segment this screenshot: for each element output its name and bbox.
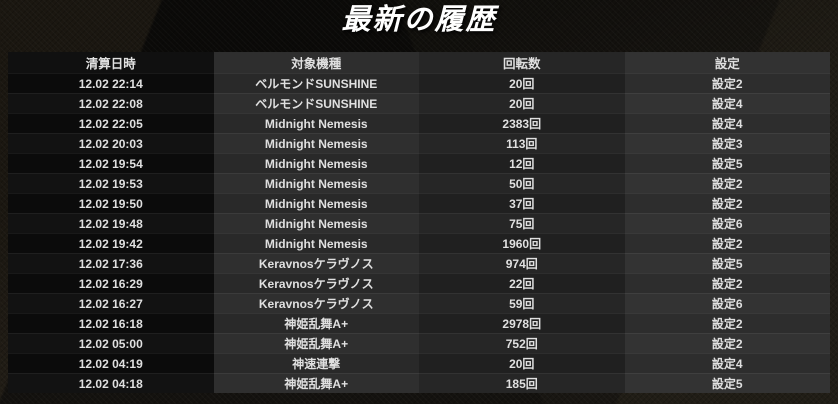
table-cell: 神姫乱舞A+ (213, 313, 419, 333)
table-cell: 2383回 (419, 113, 625, 133)
table-cell: 12.02 16:29 (8, 273, 214, 293)
table-cell: Midnight Nemesis (213, 173, 419, 193)
table-cell: 50回 (419, 173, 625, 193)
table-cell: 12.02 16:27 (8, 293, 214, 313)
table-cell: Keravnosケラヴノス (213, 293, 419, 313)
table-cell: 12.02 19:50 (8, 193, 214, 213)
table-cell: 設定4 (624, 113, 830, 133)
table-cell: 12回 (419, 153, 625, 173)
table-cell: 22回 (419, 273, 625, 293)
table-cell: 神姫乱舞A+ (213, 333, 419, 353)
table-header-row: 清算日時 対象機種 回転数 設定 (8, 52, 830, 73)
table-cell: 37回 (419, 193, 625, 213)
column-header-spin-count: 回転数 (419, 52, 625, 73)
table-cell: 12.02 05:00 (8, 333, 214, 353)
table-cell: 設定2 (624, 313, 830, 333)
table-cell: 12.02 04:19 (8, 353, 214, 373)
table-cell: Keravnosケラヴノス (213, 273, 419, 293)
table-cell: 974回 (419, 253, 625, 273)
column-header-machine-model: 対象機種 (213, 52, 419, 73)
table-cell: 設定4 (624, 353, 830, 373)
table-row: 12.02 16:29 Keravnosケラヴノス 22回 設定2 (8, 273, 830, 293)
table-cell: 12.02 19:54 (8, 153, 214, 173)
table-cell: 12.02 19:48 (8, 213, 214, 233)
table-cell: 113回 (419, 133, 625, 153)
table-cell: 20回 (419, 93, 625, 113)
table-cell: 設定2 (624, 173, 830, 193)
table-cell: Midnight Nemesis (213, 213, 419, 233)
table-cell: 設定5 (624, 373, 830, 393)
table-cell: 設定5 (624, 153, 830, 173)
table-cell: 2978回 (419, 313, 625, 333)
table-cell: 12.02 19:42 (8, 233, 214, 253)
table-cell: 75回 (419, 213, 625, 233)
table-row: 12.02 16:18 神姫乱舞A+ 2978回 設定2 (8, 313, 830, 333)
table-cell: 設定4 (624, 93, 830, 113)
table-row: 12.02 05:00 神姫乱舞A+ 752回 設定2 (8, 333, 830, 353)
table-cell: ベルモンドSUNSHINE (213, 73, 419, 93)
table-cell: Midnight Nemesis (213, 153, 419, 173)
table-cell: 20回 (419, 73, 625, 93)
table-row: 12.02 17:36 Keravnosケラヴノス 974回 設定5 (8, 253, 830, 273)
table-row: 12.02 19:53 Midnight Nemesis 50回 設定2 (8, 173, 830, 193)
page-title: 最新の履歴 (341, 4, 497, 36)
table-row: 12.02 22:14 ベルモンドSUNSHINE 20回 設定2 (8, 73, 830, 93)
table-row: 12.02 20:03 Midnight Nemesis 113回 設定3 (8, 133, 830, 153)
table-row: 12.02 19:50 Midnight Nemesis 37回 設定2 (8, 193, 830, 213)
table-row: 12.02 04:19 神速連撃 20回 設定4 (8, 353, 830, 373)
table-cell: 神速連撃 (213, 353, 419, 373)
table-row: 12.02 16:27 Keravnosケラヴノス 59回 設定6 (8, 293, 830, 313)
table-cell: 設定2 (624, 193, 830, 213)
table-row: 12.02 22:08 ベルモンドSUNSHINE 20回 設定4 (8, 93, 830, 113)
table-cell: 設定3 (624, 133, 830, 153)
table-row: 12.02 19:54 Midnight Nemesis 12回 設定5 (8, 153, 830, 173)
column-header-settlement-datetime: 清算日時 (8, 52, 214, 73)
table-cell: 59回 (419, 293, 625, 313)
table-cell: Keravnosケラヴノス (213, 253, 419, 273)
table-cell: 設定6 (624, 293, 830, 313)
table-body: 12.02 22:14 ベルモンドSUNSHINE 20回 設定2 12.02 22:0… (8, 73, 830, 393)
table-cell: 設定6 (624, 213, 830, 233)
table-cell: 設定2 (624, 333, 830, 353)
table-cell: 185回 (419, 373, 625, 393)
table-cell: Midnight Nemesis (213, 233, 419, 253)
table-cell: 12.02 20:03 (8, 133, 214, 153)
table-cell: Midnight Nemesis (213, 193, 419, 213)
column-header-setting: 設定 (624, 52, 830, 73)
table-row: 12.02 04:18 神姫乱舞A+ 185回 設定5 (8, 373, 830, 393)
table-cell: ベルモンドSUNSHINE (213, 93, 419, 113)
table-cell: 20回 (419, 353, 625, 373)
table-row: 12.02 19:48 Midnight Nemesis 75回 設定6 (8, 213, 830, 233)
table-cell: 12.02 04:18 (8, 373, 214, 393)
table-cell: Midnight Nemesis (213, 133, 419, 153)
table-row: 12.02 19:42 Midnight Nemesis 1960回 設定2 (8, 233, 830, 253)
table-cell: 12.02 17:36 (8, 253, 214, 273)
table-cell: 12.02 22:14 (8, 73, 214, 93)
table-cell: 設定2 (624, 273, 830, 293)
table-cell: 12.02 22:08 (8, 93, 214, 113)
table-cell: 設定2 (624, 73, 830, 93)
table-cell: 1960回 (419, 233, 625, 253)
table-cell: 12.02 22:05 (8, 113, 214, 133)
table-cell: 設定2 (624, 233, 830, 253)
table-cell: 12.02 16:18 (8, 313, 214, 333)
table-cell: 12.02 19:53 (8, 173, 214, 193)
table-cell: 神姫乱舞A+ (213, 373, 419, 393)
table-cell: 752回 (419, 333, 625, 353)
table-cell: 設定5 (624, 253, 830, 273)
history-table: 清算日時 対象機種 回転数 設定 12.02 22:14 ベルモンドSUNSHIN… (8, 52, 830, 393)
table-cell: Midnight Nemesis (213, 113, 419, 133)
table-row: 12.02 22:05 Midnight Nemesis 2383回 設定4 (8, 113, 830, 133)
